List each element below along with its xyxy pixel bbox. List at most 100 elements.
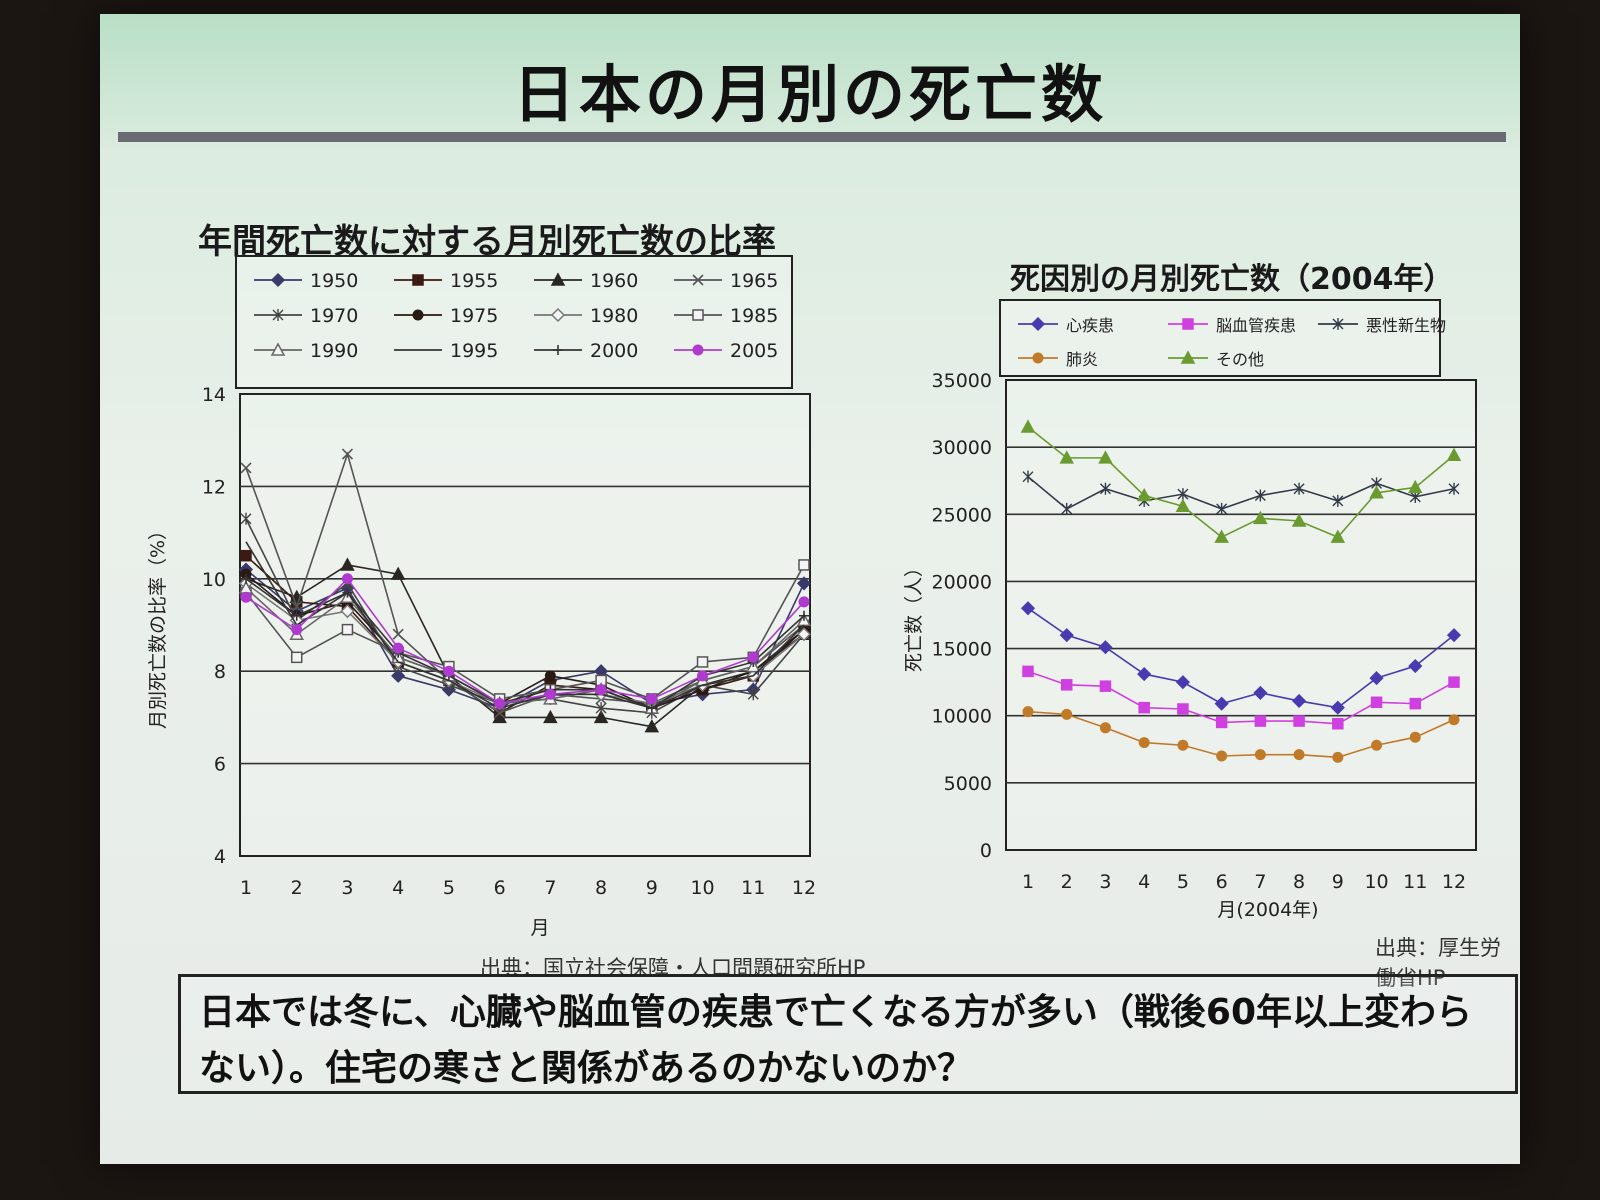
right-series-line [1027,670,1455,725]
right-point [1292,693,1307,709]
right-point [1215,716,1228,729]
right-point [1020,419,1036,433]
left-point [798,559,810,571]
left-legend-entry [534,307,582,323]
right-xtick-label: 8 [1293,871,1305,893]
right-ytick-label: 15000 [932,639,992,661]
left-point [798,596,810,608]
right-point [1253,685,1268,700]
left-xtick-label: 6 [494,877,506,899]
right-xtick-label: 3 [1099,871,1111,893]
left-xtick-label: 10 [690,877,714,899]
right-point [1446,628,1462,643]
left-legend-marker [270,342,286,356]
right-point [1216,502,1228,515]
left-series-line [245,564,805,700]
right-point [1177,739,1189,751]
right-series-line [1027,607,1455,709]
left-legend-label: 1975 [450,305,498,327]
right-point [1332,751,1344,763]
right-point [1293,749,1305,761]
left-legend-marker [270,272,286,288]
slide: 日本の月別の死亡数 年間死亡数に対する月別死亡数の比率 死因別の月別死亡数（20… [100,14,1520,1164]
left-legend-label: 2005 [730,340,778,362]
left-legend-entry [394,309,442,321]
right-legend-entry [1018,352,1058,364]
conclusion-line-2: ない）。住宅の寒さと関係があるのかないのか？ [199,1048,974,1089]
right-legend-label: 肺炎 [1066,350,1098,369]
right-legend-marker [1182,318,1194,330]
left-ytick-label: 12 [202,476,226,498]
left-legend-label: 1965 [730,270,778,292]
left-xlabel: 月 [530,917,549,939]
left-legend-label: 1995 [450,340,498,362]
right-legend-marker [1180,350,1196,364]
left-legend-label: 1950 [310,270,358,292]
right-ylabel: 死亡数（人） [903,558,925,672]
right-point [1293,715,1305,727]
right-series-肺炎 [1022,706,1460,763]
right-point [1371,739,1383,751]
right-point [1448,482,1460,495]
left-ytick-label: 8 [214,661,226,683]
left-ytick-label: 10 [202,569,226,591]
left-point [391,668,406,683]
left-legend-label: 2000 [590,340,638,362]
right-point [1408,479,1423,494]
right-point [1022,470,1034,483]
left-point [796,576,812,591]
left-point [290,651,303,664]
right-point [1175,675,1190,690]
left-point [646,703,657,714]
left-xtick-label: 3 [341,877,353,899]
right-xtick-label: 7 [1254,871,1266,893]
right-point [1330,700,1345,715]
left-point [697,670,709,682]
left-point [341,448,354,460]
left-legend-entry [674,344,722,356]
right-ytick-label: 5000 [944,773,992,795]
left-point [646,693,658,705]
left-legend-entry [534,272,582,286]
right-point [1061,502,1073,515]
left-point [644,719,660,733]
left-legend-label: 1960 [590,270,638,292]
right-ytick-label: 35000 [932,370,992,392]
left-point [595,702,607,715]
left-ylabel: 月別死亡数の比率（%） [147,521,169,729]
left-ytick-label: 14 [202,384,226,406]
right-point [1330,529,1346,543]
right-legend-label: その他 [1216,350,1264,369]
left-point [595,684,607,696]
right-point [1332,494,1344,507]
left-xtick-label: 9 [646,877,658,899]
right-point [1137,667,1152,682]
left-legend-marker [550,307,566,323]
right-series-line [1027,476,1455,510]
left-point [340,557,355,571]
right-point [1254,715,1267,727]
left-point [799,610,809,621]
right-series-心疾患 [1020,601,1462,715]
left-legend-label: 1980 [590,305,638,327]
title-divider [118,132,1506,142]
right-point [1369,671,1384,686]
right-point [1214,696,1229,711]
right-legend-marker [1030,316,1046,332]
left-point [747,688,759,701]
left-legend-marker [692,309,704,321]
right-xtick-label: 12 [1442,871,1466,893]
right-point [1022,706,1034,718]
left-point [291,610,302,621]
left-xtick-label: 4 [392,877,404,899]
right-legend-entry [1168,350,1208,364]
right-legend-marker [1332,318,1344,330]
right-point [1060,679,1073,691]
left-series-line [245,577,805,705]
left-point [543,709,558,724]
right-chart-source: 出典：厚生労働省HP [1375,936,1501,990]
right-point [1098,640,1113,655]
right-legend-entry [1318,318,1358,330]
right-point [1061,708,1073,720]
